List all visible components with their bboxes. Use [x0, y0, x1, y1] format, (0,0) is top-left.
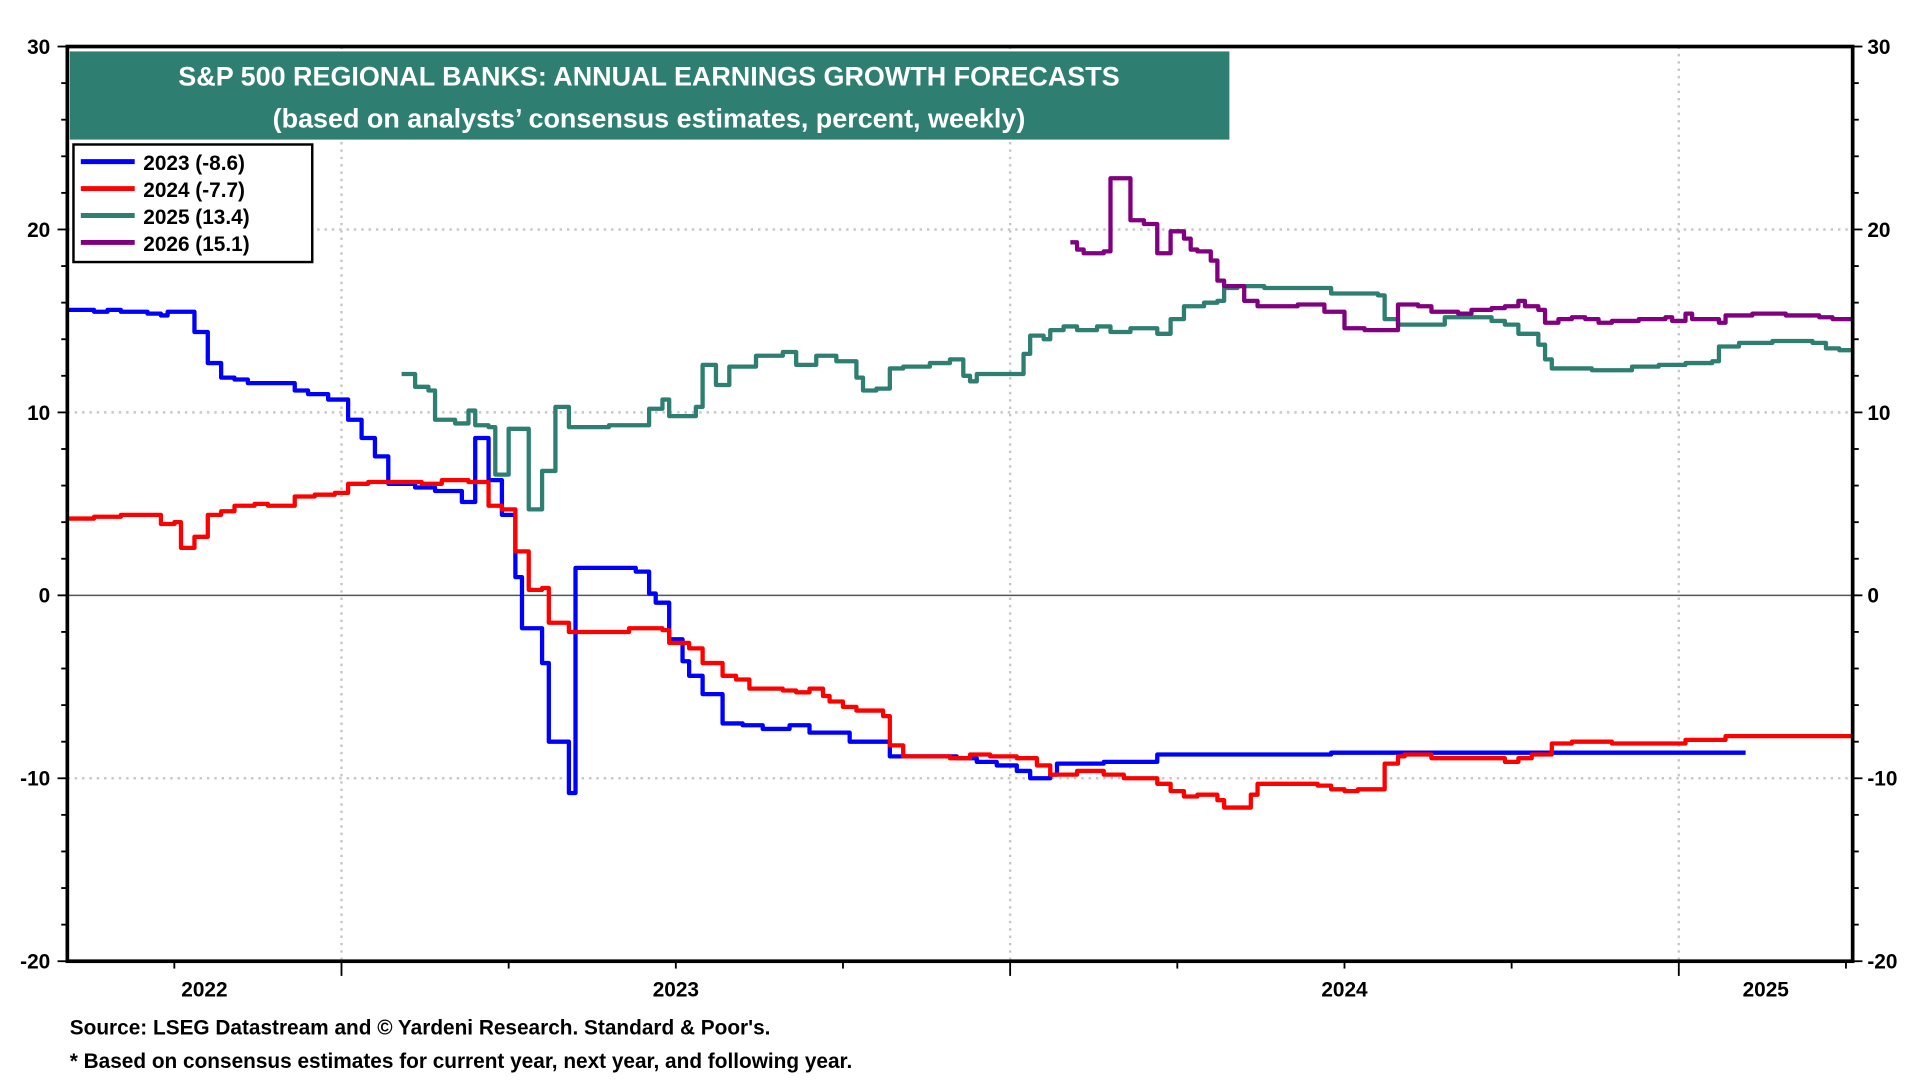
- y-tick-label-left: 0: [39, 585, 51, 608]
- source-note: Source: LSEG Datastream and © Yardeni Re…: [70, 1017, 771, 1040]
- axes: 30 30 20 20 10 10 0 0 -10 -10 -20 -20 2022 2023 2024 20…: [20, 36, 1897, 1002]
- plot-frame: [65, 44, 1855, 964]
- footnote: * Based on consensus estimates for curre…: [70, 1050, 852, 1073]
- legend: 2023 (-8.6) 2024 (-7.7) 2025 (13.4) 2026…: [72, 143, 314, 264]
- y-tick-label-right: 10: [1867, 402, 1890, 425]
- y-tick-label-left: -10: [20, 768, 50, 791]
- y-tick-label-right: 20: [1867, 219, 1890, 242]
- title-background: [69, 51, 1230, 140]
- y-tick-label-left: -20: [20, 951, 50, 974]
- legend-label-2025: 2025 (13.4): [143, 206, 249, 229]
- legend-label-2023: 2023 (-8.6): [143, 152, 245, 175]
- gridlines: [67, 46, 1853, 962]
- chart-title: S&P 500 REGIONAL BANKS: ANNUAL EARNINGS …: [178, 62, 1119, 92]
- series-line-2026: [1070, 176, 1853, 333]
- y-tick-label-left: 20: [27, 219, 50, 242]
- y-tick-label-right: -10: [1867, 768, 1897, 791]
- y-tick-label-left: 30: [27, 36, 50, 59]
- chart-subtitle: (based on analysts’ consensus estimates,…: [273, 103, 1026, 133]
- legend-label-2026: 2026 (15.1): [143, 233, 249, 256]
- x-tick-label: 2023: [653, 979, 699, 1002]
- series-line-2023: [67, 307, 1746, 796]
- y-tick-label-right: -20: [1867, 951, 1897, 974]
- legend-label-2024: 2024 (-7.7): [143, 179, 245, 202]
- series-line-2025: [401, 284, 1853, 512]
- y-tick-label-right: 30: [1867, 36, 1890, 59]
- series-lines: [67, 176, 1853, 810]
- y-tick-label-left: 10: [27, 402, 50, 425]
- x-tick-label: 2022: [181, 979, 227, 1002]
- x-tick-label: 2025: [1743, 979, 1789, 1002]
- series-line-2024: [67, 477, 1853, 810]
- title-box: S&P 500 REGIONAL BANKS: ANNUAL EARNINGS …: [69, 51, 1230, 140]
- x-tick-label: 2024: [1321, 979, 1368, 1002]
- y-tick-label-right: 0: [1867, 585, 1879, 608]
